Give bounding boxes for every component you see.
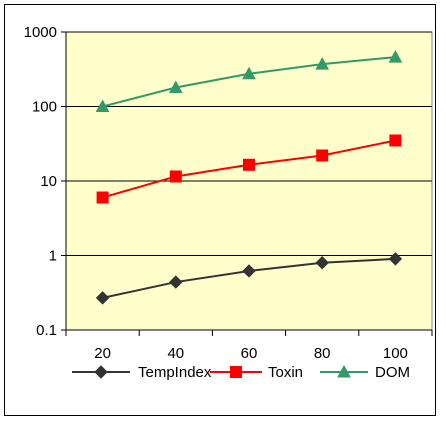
legend-label: Toxin bbox=[268, 364, 303, 381]
data-point bbox=[388, 50, 403, 63]
data-point bbox=[389, 134, 402, 147]
x-tick-label: 100 bbox=[383, 345, 408, 362]
y-tick-label: 1000 bbox=[24, 24, 57, 41]
data-point bbox=[243, 158, 255, 171]
legend-label: DOM bbox=[375, 364, 410, 381]
legend-item-dom: DOM bbox=[320, 364, 410, 381]
data-point bbox=[169, 170, 182, 183]
series-tempindex bbox=[95, 252, 403, 305]
series-layer bbox=[95, 50, 403, 305]
legend: TempIndex Toxin DOM bbox=[72, 364, 410, 381]
data-point bbox=[315, 256, 329, 270]
legend-item-tempindex: TempIndex bbox=[72, 364, 212, 381]
data-point bbox=[95, 291, 110, 305]
x-tick-label: 40 bbox=[167, 345, 184, 362]
data-point bbox=[242, 264, 256, 278]
y-axis-ticks: 0.1 1 10 100 1000 bbox=[24, 24, 66, 339]
data-point bbox=[388, 252, 403, 266]
y-tick-label: 1 bbox=[49, 248, 57, 265]
legend-item-toxin: Toxin bbox=[210, 364, 303, 381]
legend-marker bbox=[337, 364, 351, 378]
gridlines bbox=[66, 31, 432, 256]
data-point bbox=[96, 191, 109, 204]
data-point bbox=[242, 66, 256, 80]
data-point bbox=[95, 99, 110, 112]
series-dom bbox=[95, 50, 403, 112]
legend-marker bbox=[94, 365, 108, 379]
legend-label: TempIndex bbox=[138, 364, 212, 381]
data-point bbox=[315, 57, 330, 70]
series-toxin bbox=[96, 134, 402, 204]
data-point bbox=[316, 149, 329, 162]
data-point bbox=[168, 80, 183, 93]
legend-marker bbox=[230, 366, 242, 378]
y-tick-label: 100 bbox=[32, 99, 57, 116]
x-axis-ticks: 20 40 60 80 100 bbox=[65, 330, 433, 362]
x-tick-label: 20 bbox=[94, 345, 111, 362]
y-tick-label: 0.1 bbox=[36, 322, 57, 339]
x-tick-label: 60 bbox=[241, 345, 258, 362]
data-point bbox=[169, 275, 183, 289]
y-tick-label: 10 bbox=[40, 173, 57, 190]
x-tick-label: 80 bbox=[314, 345, 331, 362]
